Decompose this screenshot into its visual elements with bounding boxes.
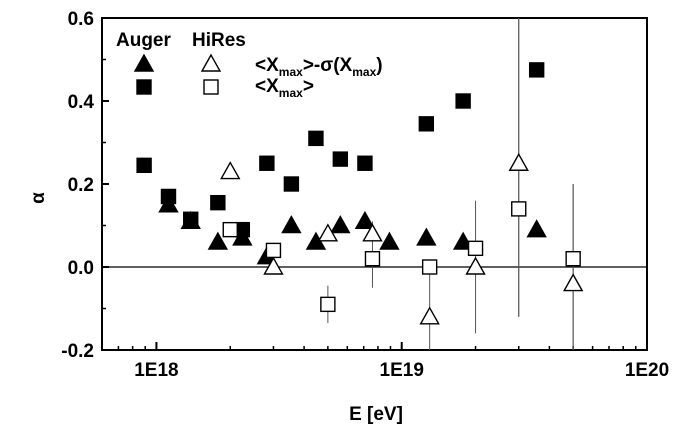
filled-triangle-point — [354, 210, 376, 230]
open-square-point — [467, 240, 484, 257]
open-square-point — [222, 221, 238, 238]
filled-square-point — [418, 116, 435, 132]
data-markers — [136, 62, 584, 325]
open-triangle-point — [562, 273, 584, 292]
open-triangle-point — [508, 152, 529, 171]
open-square-point — [320, 296, 336, 313]
filled-triangle-point — [416, 227, 437, 246]
filled-triangle-point — [281, 215, 302, 234]
filled-triangle-point — [330, 215, 351, 234]
filled-square-point — [259, 155, 275, 171]
open-square-point — [565, 250, 581, 267]
legend-row-2-part-b: > — [303, 76, 314, 97]
y-tick-label: 0.4 — [68, 92, 95, 113]
legend-row-1-label: <Xmax>-σ(Xmax) — [255, 55, 383, 79]
open-square-point — [364, 250, 381, 267]
filled-square-point — [283, 176, 300, 192]
legend: Auger HiRes <Xmax>-σ(Xmax) <Xmax> — [116, 30, 383, 100]
open-triangle-point — [317, 223, 339, 242]
filled-triangle-point — [452, 231, 474, 250]
filled-square-point — [528, 62, 545, 78]
open-triangle-point — [419, 306, 440, 325]
legend-hires-triangle-marker — [200, 53, 222, 72]
y-axis-label: α — [28, 192, 49, 204]
legend-row-1-sub-b: max — [352, 65, 376, 79]
legend-markers — [133, 53, 222, 95]
filled-square-point — [210, 194, 226, 211]
y-axis-ticks: -0.2 0.0 0.2 0.4 0.6 — [61, 9, 109, 362]
y-tick-label: -0.2 — [61, 341, 94, 362]
open-triangle-point — [362, 223, 383, 242]
legend-row-1-sub-a: max — [279, 65, 303, 79]
open-square-point — [511, 201, 527, 217]
legend-row-2-part-a: <X — [255, 76, 279, 97]
legend-header-hires: HiRes — [192, 30, 246, 51]
x-tick-label: 1E20 — [625, 360, 669, 381]
open-square-point — [265, 242, 282, 259]
filled-square-point — [455, 93, 471, 109]
legend-row-2-sub-a: max — [279, 86, 303, 100]
filled-square-point — [136, 157, 152, 174]
legend-hires-square-marker — [203, 79, 219, 95]
filled-triangle-point — [526, 219, 547, 238]
x-axis-ticks: 1E18 1E19 1E20 — [101, 342, 669, 381]
open-triangle-point — [220, 161, 241, 180]
legend-auger-square-marker — [136, 79, 152, 95]
filled-square-point — [357, 155, 373, 171]
filled-square-point — [308, 130, 324, 147]
legend-row-1-part-c: ) — [376, 55, 382, 76]
legend-row-2-label: <Xmax> — [255, 76, 314, 100]
filled-triangle-point — [207, 231, 229, 250]
x-axis-label: E [eV] — [349, 404, 403, 425]
filled-square-point — [160, 188, 177, 205]
legend-row-1-part-b: >-σ(X — [303, 55, 353, 76]
x-tick-label: 1E19 — [380, 360, 424, 381]
legend-header-auger: Auger — [116, 30, 172, 51]
open-triangle-point — [263, 256, 284, 275]
legend-auger-triangle-marker — [133, 53, 155, 72]
open-triangle-point — [465, 256, 486, 275]
y-tick-label: 0.6 — [68, 9, 94, 30]
y-tick-label: 0.2 — [68, 175, 94, 196]
x-tick-label: 1E18 — [134, 360, 178, 381]
legend-row-1-part-a: <X — [255, 55, 279, 76]
filled-triangle-point — [379, 231, 400, 250]
filled-square-point — [183, 211, 199, 227]
filled-square-point — [332, 151, 349, 167]
open-square-point — [421, 259, 438, 275]
y-tick-label: 0.0 — [68, 258, 94, 279]
